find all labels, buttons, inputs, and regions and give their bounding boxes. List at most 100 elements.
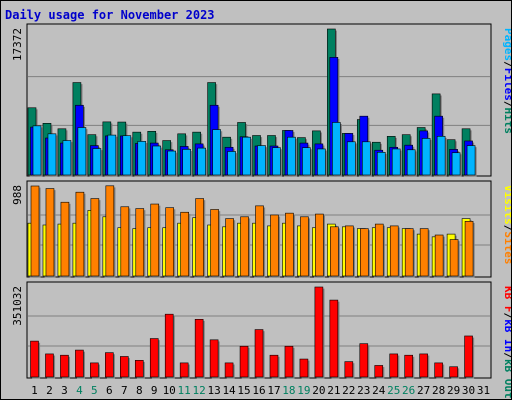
bar-kb-f-day-4 xyxy=(75,349,84,378)
legend-item: Visits xyxy=(502,185,511,225)
legend-item: kB In xyxy=(502,319,511,352)
bar-kb-f-day-27 xyxy=(419,353,428,378)
bar-kb-f-day-20 xyxy=(314,286,324,378)
bar-pages-day-3 xyxy=(62,140,72,176)
bar-pages-day-6 xyxy=(107,134,117,176)
bar-sites-day-22 xyxy=(345,225,354,277)
bar-pages-day-7 xyxy=(122,135,132,176)
legend-item: / xyxy=(502,313,511,320)
bar-kb-f-day-5 xyxy=(90,362,99,378)
bar-pages-day-4 xyxy=(77,127,87,176)
bar-sites-day-30 xyxy=(464,221,474,277)
x-tick-label-day-4: 4 xyxy=(76,384,83,397)
x-tick-label-day-9: 9 xyxy=(151,384,158,397)
bar-sites-day-9 xyxy=(150,203,160,277)
x-tick-label-day-24: 24 xyxy=(372,384,386,397)
bar-sites-day-19 xyxy=(300,216,309,277)
bar-kb-f-day-24 xyxy=(374,365,384,378)
bar-pages-day-24 xyxy=(376,152,386,176)
bar-kb-f-day-23 xyxy=(359,343,369,378)
legend-item: Pages xyxy=(502,28,511,61)
x-tick-label-day-10: 10 xyxy=(163,384,176,397)
bar-pages-day-19 xyxy=(302,147,311,176)
chart-title: Daily usage for November 2023 xyxy=(5,8,215,22)
bar-kb-f-day-17 xyxy=(269,354,279,378)
bar-sites-day-25 xyxy=(389,225,399,277)
legend-kbytes: KB F/kB In/kB Out xyxy=(502,286,511,399)
bar-kb-f-day-11 xyxy=(179,362,189,378)
x-tick-label-day-8: 8 xyxy=(136,384,143,397)
x-tick-label-day-18: 18 xyxy=(282,384,295,397)
x-tick-label-day-16: 16 xyxy=(252,384,265,397)
bar-kb-f-day-21 xyxy=(329,299,339,378)
bar-sites-day-8 xyxy=(135,208,145,277)
bar-pages-day-18 xyxy=(287,136,296,176)
bar-sites-day-16 xyxy=(255,205,264,277)
x-tick-label-day-12: 12 xyxy=(193,384,206,397)
bar-kb-f-day-12 xyxy=(194,319,204,378)
bar-sites-day-15 xyxy=(240,216,249,277)
bar-pages-day-21 xyxy=(332,122,341,176)
x-tick-label-day-26: 26 xyxy=(402,384,415,397)
bar-pages-day-16 xyxy=(257,145,266,176)
bar-kb-f-day-8 xyxy=(134,360,144,378)
bar-sites-day-18 xyxy=(285,212,294,277)
bar-sites-day-10 xyxy=(165,207,175,277)
bar-sites-day-28 xyxy=(434,234,444,277)
bar-pages-day-1 xyxy=(32,125,42,176)
x-tick-label-day-7: 7 xyxy=(121,384,128,397)
x-tick-label-day-14: 14 xyxy=(222,384,236,397)
bar-pages-day-5 xyxy=(92,148,102,176)
legend-hits_files_pages: Pages/Files/Hits xyxy=(502,28,511,134)
x-tick-label-day-3: 3 xyxy=(61,384,68,397)
bar-kb-f-day-29 xyxy=(449,366,458,378)
x-tick-label-day-25: 25 xyxy=(387,384,400,397)
bar-sites-day-7 xyxy=(120,206,130,277)
bar-kb-f-day-16 xyxy=(254,329,264,378)
bar-sites-day-23 xyxy=(359,228,369,277)
bar-sites-day-14 xyxy=(225,218,234,277)
x-tick-label-day-2: 2 xyxy=(46,384,53,397)
bar-pages-day-10 xyxy=(167,150,177,176)
bar-pages-day-28 xyxy=(436,136,446,176)
bar-kb-f-day-13 xyxy=(209,339,219,378)
bar-sites-day-5 xyxy=(90,198,100,277)
bar-kb-f-day-14 xyxy=(224,362,234,378)
bar-sites-day-21 xyxy=(330,226,339,277)
x-tick-label-day-11: 11 xyxy=(178,384,191,397)
bar-pages-day-11 xyxy=(182,149,191,176)
bar-sites-day-13 xyxy=(210,209,219,277)
x-tick-label-day-21: 21 xyxy=(327,384,340,397)
bar-pages-day-14 xyxy=(227,151,236,176)
bar-kb-f-day-1 xyxy=(30,340,39,378)
bar-pages-day-15 xyxy=(242,136,251,176)
bar-pages-day-2 xyxy=(47,133,57,176)
bar-pages-day-20 xyxy=(317,148,326,176)
bar-kb-f-day-18 xyxy=(284,345,294,378)
legend-item: / xyxy=(502,101,511,108)
bar-pages-day-9 xyxy=(152,145,162,176)
bar-kb-f-day-3 xyxy=(60,354,69,378)
bar-pages-day-13 xyxy=(212,129,221,176)
bar-kb-f-day-22 xyxy=(344,361,354,378)
x-tick-label-day-17: 17 xyxy=(267,384,280,397)
x-tick-label-day-1: 1 xyxy=(31,384,38,397)
legend-item: KB F xyxy=(502,286,511,313)
bar-sites-day-27 xyxy=(419,228,429,277)
bar-pages-day-8 xyxy=(137,141,147,176)
legend-item: Hits xyxy=(502,108,511,135)
x-tick-label-day-22: 22 xyxy=(342,384,355,397)
x-tick-label-day-27: 27 xyxy=(417,384,430,397)
bar-sites-day-2 xyxy=(45,188,55,277)
bar-sites-day-26 xyxy=(404,228,414,277)
bar-pages-day-27 xyxy=(421,138,431,176)
legend-item: / xyxy=(502,352,511,359)
bar-sites-day-4 xyxy=(75,191,85,277)
bar-sites-day-11 xyxy=(180,211,189,277)
bar-sites-day-12 xyxy=(195,198,204,277)
x-tick-label-day-20: 20 xyxy=(312,384,325,397)
bar-kb-f-day-6 xyxy=(105,352,114,378)
y-max-label: 988 xyxy=(11,185,24,205)
x-tick-label-day-31: 31 xyxy=(477,384,490,397)
